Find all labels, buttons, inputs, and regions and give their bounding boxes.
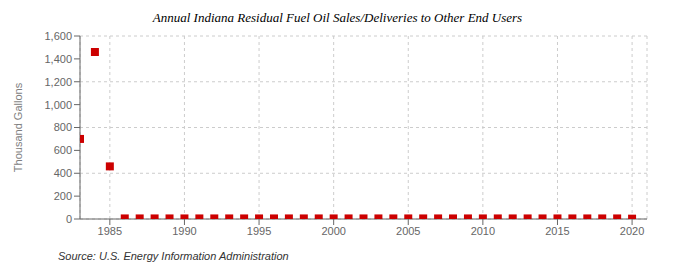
html-text:Annual Indiana Residual Fuel O: Annual Indiana Residual Fuel Oil Sales/D… [152,10,523,25]
svg-text:1990: 1990 [172,225,196,237]
svg-text:400: 400 [54,167,72,179]
svg-text:1985: 1985 [98,225,122,237]
html-text:Source: U.S. Energy Informatio: Source: U.S. Energy Information Administ… [58,250,289,262]
svg-text:1,400: 1,400 [44,53,72,65]
svg-text:Thousand Gallons: Thousand Gallons [12,82,24,172]
svg-text:800: 800 [54,121,72,133]
svg-text:1,000: 1,000 [44,99,72,111]
svg-text:600: 600 [54,144,72,156]
svg-text:2000: 2000 [321,225,345,237]
svg-text:1,600: 1,600 [44,30,72,42]
svg-text:0: 0 [66,213,72,225]
svg-text:1995: 1995 [247,225,271,237]
svg-text:1,200: 1,200 [44,76,72,88]
svg-text:2010: 2010 [471,225,495,237]
svg-text:200: 200 [54,190,72,202]
svg-text:2005: 2005 [396,225,420,237]
svg-text:2015: 2015 [545,225,569,237]
svg-text:2020: 2020 [620,225,644,237]
